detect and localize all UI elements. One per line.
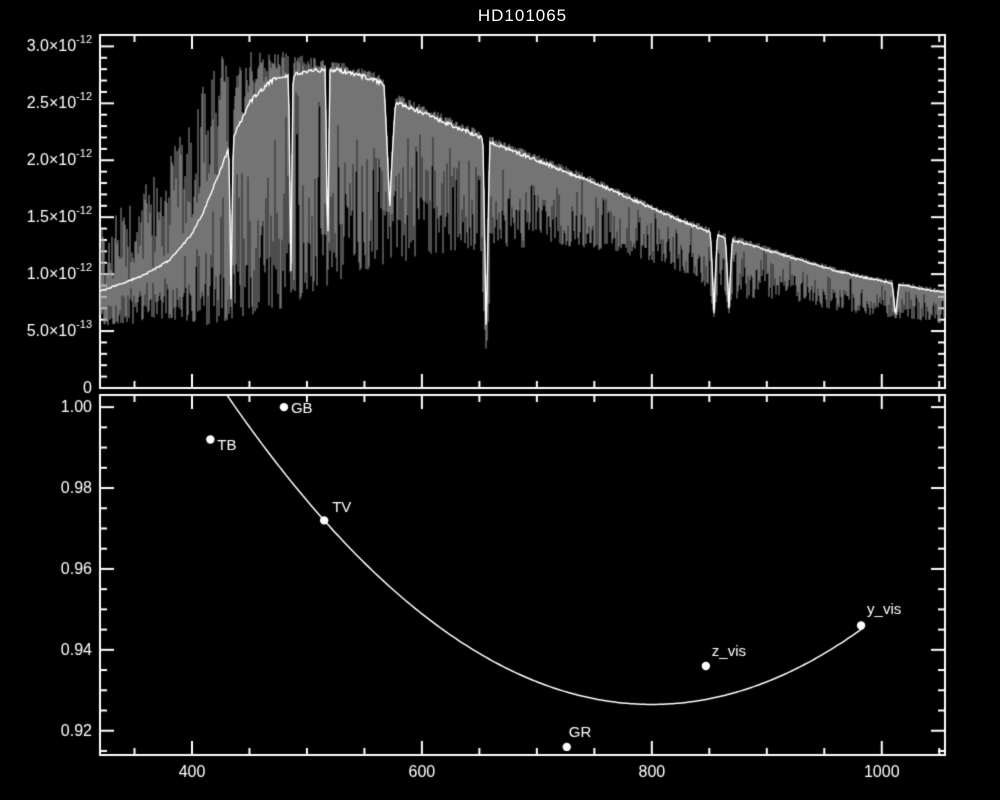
plot-title: HD101065 [477, 6, 568, 25]
